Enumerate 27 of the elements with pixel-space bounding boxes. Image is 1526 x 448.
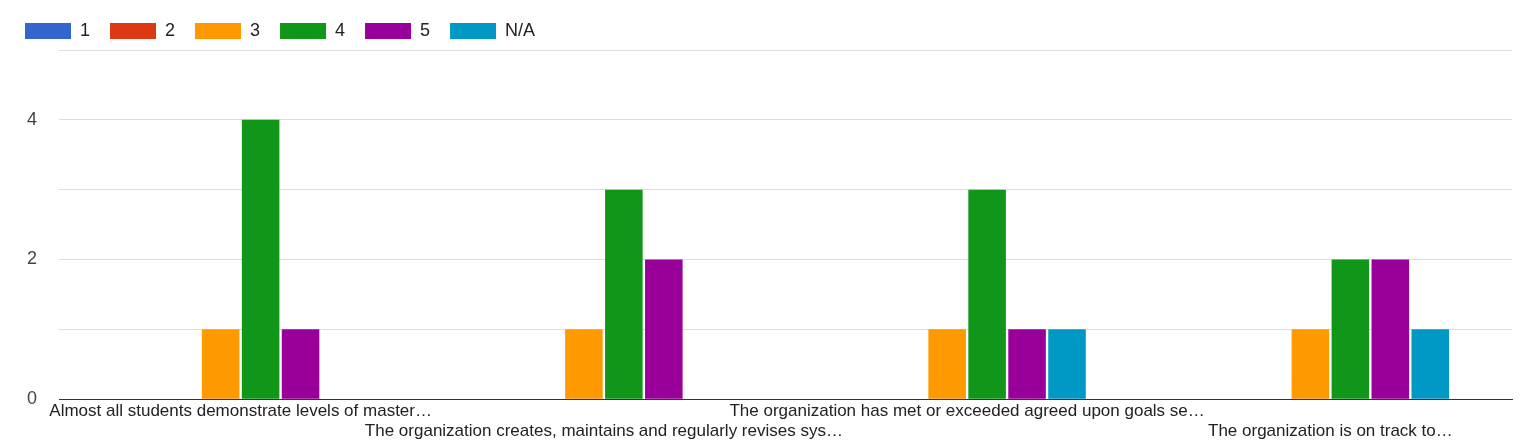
legend-label: 2	[165, 19, 176, 40]
bar	[645, 259, 683, 399]
x-tick-label: The organization has met or exceeded agreed upon goals se…	[729, 401, 1205, 421]
bar	[281, 329, 320, 399]
bar	[928, 329, 966, 399]
legend-label: N/A	[505, 19, 536, 40]
bar	[1331, 259, 1370, 399]
legend-label: 5	[420, 19, 431, 40]
bar	[1048, 329, 1086, 399]
bar	[1291, 329, 1330, 399]
bar	[241, 119, 280, 399]
legend-label: 4	[335, 19, 346, 40]
legend-label: 1	[80, 19, 91, 40]
legend-label: 3	[250, 19, 261, 40]
y-tick-label: 4	[27, 108, 38, 129]
x-tick-label: Almost all students demonstrate levels of master…	[49, 401, 432, 421]
bar	[201, 329, 240, 399]
bar	[605, 189, 643, 399]
bar	[1411, 329, 1450, 399]
bar	[968, 189, 1006, 399]
y-tick-label: 2	[27, 248, 38, 269]
y-tick-label: 0	[27, 388, 38, 409]
bar	[1371, 259, 1410, 399]
bar	[1008, 329, 1046, 399]
x-tick-label: The organization creates, maintains and regularly revises sys…	[364, 421, 843, 441]
x-tick-label: The organization is on track to…	[1208, 421, 1453, 441]
bar	[565, 329, 603, 399]
